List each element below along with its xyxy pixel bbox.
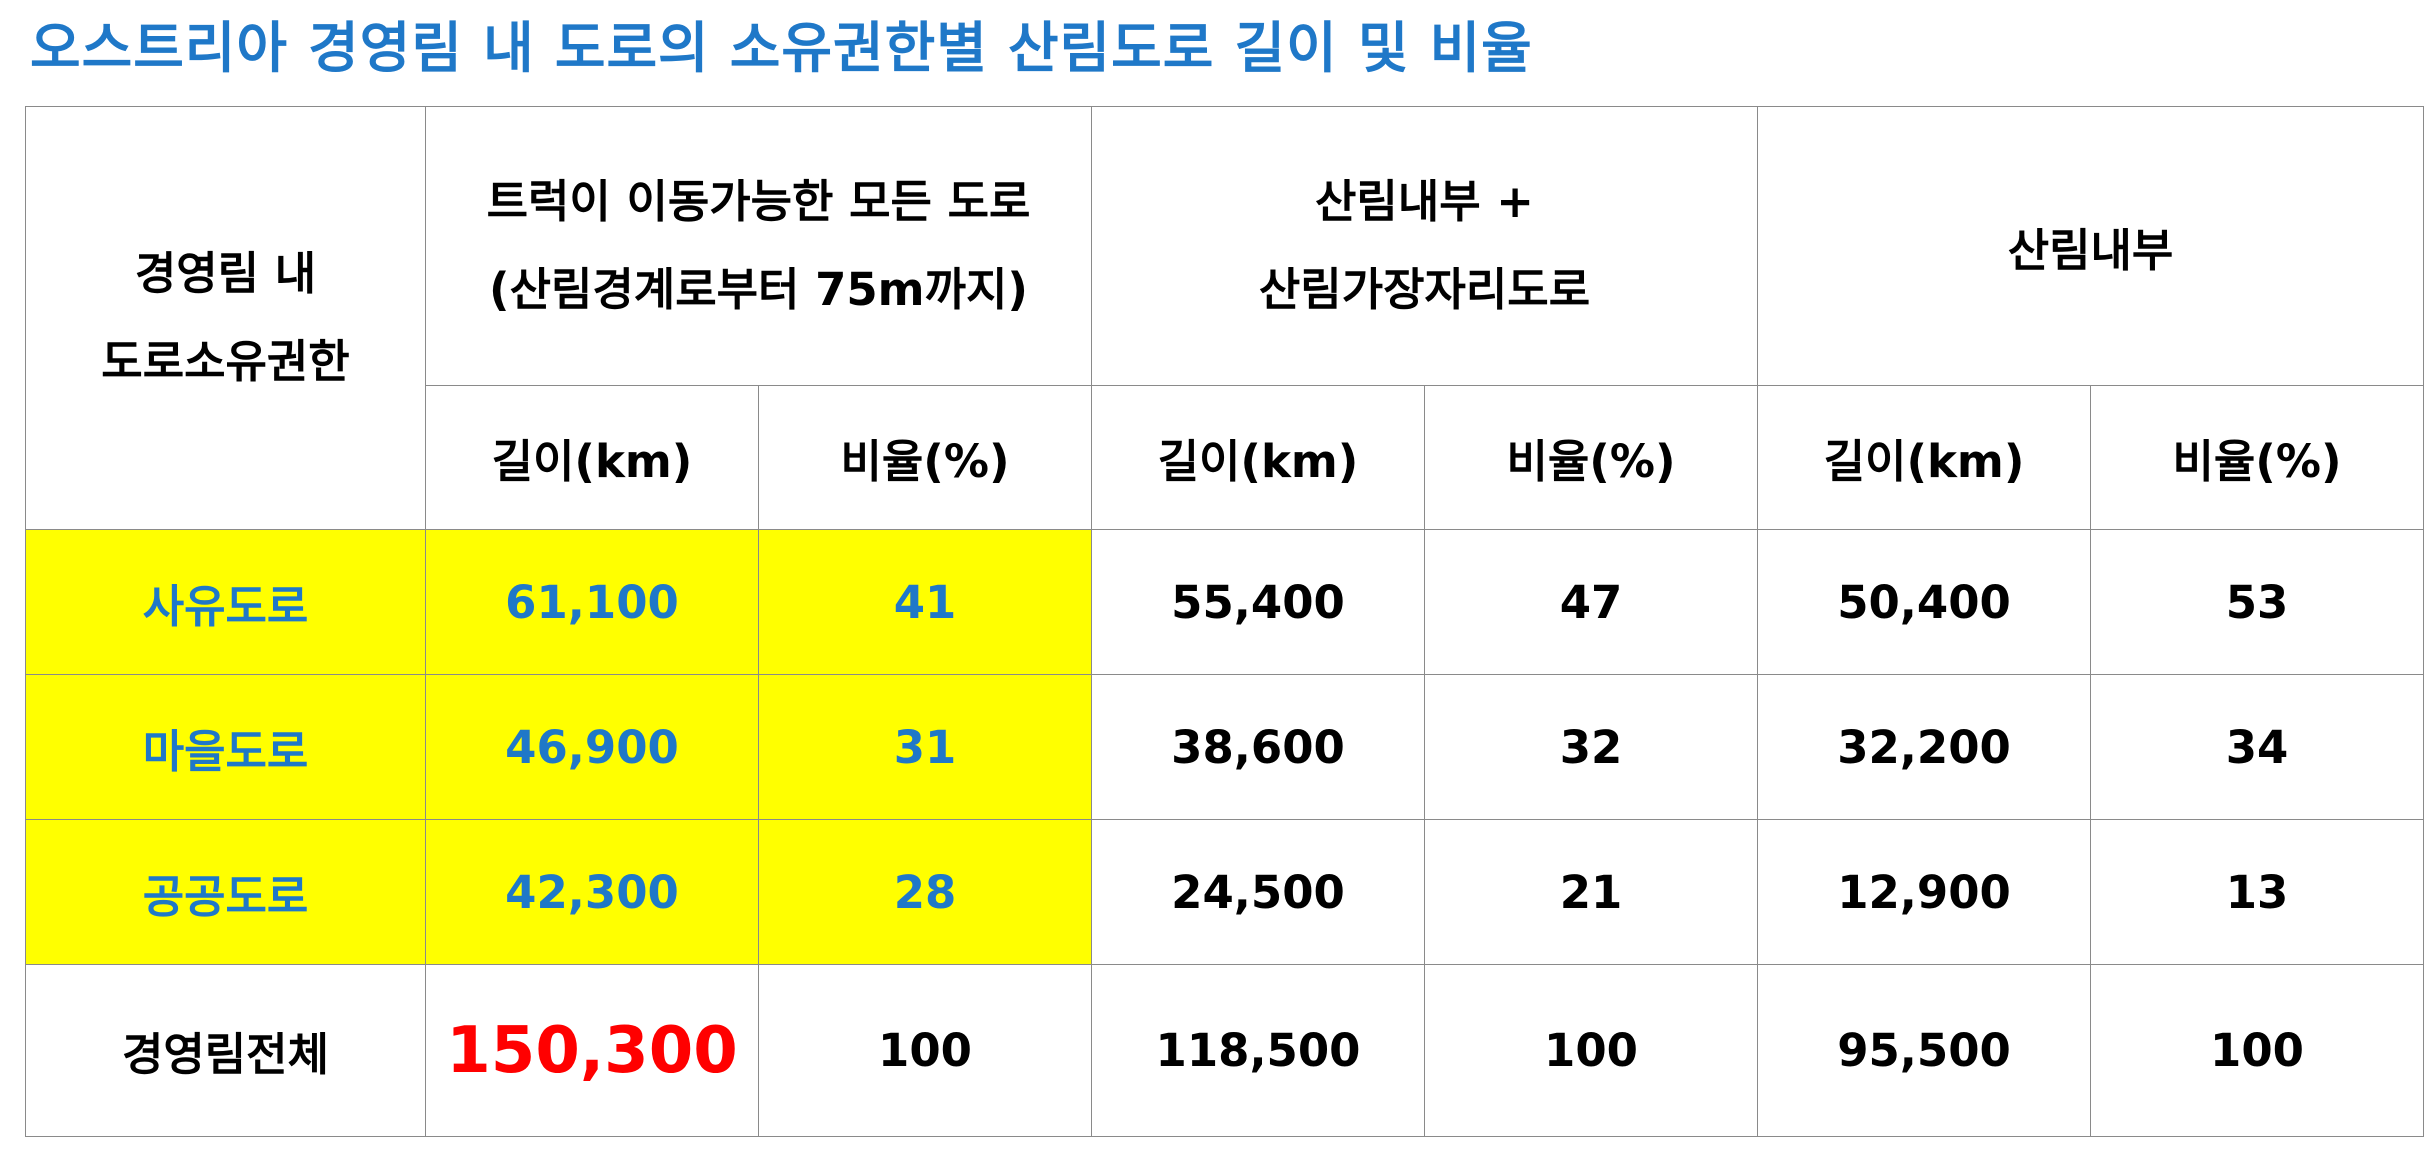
- table-cell: 118,500: [1091, 964, 1425, 1137]
- subheader-ratio: 비율(%): [758, 385, 1092, 530]
- table-cell: 53: [2090, 529, 2425, 675]
- table-cell: 95,500: [1757, 964, 2092, 1137]
- group-header-all-roads: 트럭이 이동가능한 모든 도로 (산림경계로부터 75m까지): [425, 106, 1092, 386]
- owner-header-cell: 경영림 내 도로소유권한: [25, 106, 426, 530]
- table-cell: 21: [1423, 819, 1759, 965]
- subheader-length: 길이(km): [1091, 385, 1425, 530]
- owner-header-line1: 경영림 내: [134, 247, 317, 300]
- table-row-public: 공공도로 42,300 28 24,500 21 12,900 13: [25, 819, 2425, 965]
- subheader-ratio: 비율(%): [2090, 385, 2425, 530]
- group-header-inner-edge: 산림내부 + 산림가장자리도로: [1090, 106, 1759, 386]
- table-cell: 42,300: [425, 819, 759, 965]
- table-cell: 32: [1423, 674, 1759, 820]
- row-label: 경영림전체: [25, 964, 426, 1137]
- table-cell: 38,600: [1091, 674, 1425, 820]
- table-cell: 34: [2090, 674, 2425, 820]
- table-cell: 47: [1423, 529, 1759, 675]
- table-cell: 50,400: [1757, 529, 2092, 675]
- table-cell: 12,900: [1757, 819, 2092, 965]
- table-cell: 100: [758, 964, 1092, 1137]
- row-label: 마을도로: [25, 674, 426, 820]
- road-ownership-table: 경영림 내 도로소유권한 트럭이 이동가능한 모든 도로 (산림경계로부터 75…: [25, 106, 2425, 1137]
- group-header-line1: 산림내부: [2007, 223, 2174, 277]
- table-cell: 24,500: [1091, 819, 1425, 965]
- owner-header-line2: 도로소유권한: [101, 335, 350, 388]
- subheader-length: 길이(km): [425, 385, 759, 530]
- group-header-line1: 산림내부 +: [1315, 175, 1534, 228]
- group-header-line2: 산림가장자리도로: [1258, 263, 1591, 316]
- row-label: 사유도로: [25, 529, 426, 675]
- page-title: 오스트리아 경영림 내 도로의 소유권한별 산림도로 길이 및 비율: [30, 16, 1533, 80]
- header-row-groups: 경영림 내 도로소유권한 트럭이 이동가능한 모든 도로 (산림경계로부터 75…: [25, 106, 2425, 530]
- subheader-length: 길이(km): [1757, 385, 2092, 530]
- group-header-inner: 산림내부: [1757, 106, 2425, 386]
- table-row-private: 사유도로 61,100 41 55,400 47 50,400 53: [25, 529, 2425, 675]
- table-cell: 28: [758, 819, 1092, 965]
- table-cell: 55,400: [1091, 529, 1425, 675]
- subheader-ratio: 비율(%): [1423, 385, 1759, 530]
- table-cell: 100: [1423, 964, 1759, 1137]
- table-cell: 46,900: [425, 674, 759, 820]
- row-label: 공공도로: [25, 819, 426, 965]
- table-row-village: 마을도로 46,900 31 38,600 32 32,200 34: [25, 674, 2425, 820]
- table-cell: 41: [758, 529, 1092, 675]
- group-header-line2: (산림경계로부터 75m까지): [489, 263, 1028, 316]
- group-header-line1: 트럭이 이동가능한 모든 도로: [486, 175, 1031, 228]
- table-cell: 100: [2090, 964, 2425, 1137]
- table-cell: 13: [2090, 819, 2425, 965]
- table-cell: 32,200: [1757, 674, 2092, 820]
- total-length-highlight: 150,300: [425, 964, 759, 1137]
- table-cell: 61,100: [425, 529, 759, 675]
- table-cell: 31: [758, 674, 1092, 820]
- table-row-total: 경영림전체 150,300 100 118,500 100 95,500 100: [25, 964, 2425, 1137]
